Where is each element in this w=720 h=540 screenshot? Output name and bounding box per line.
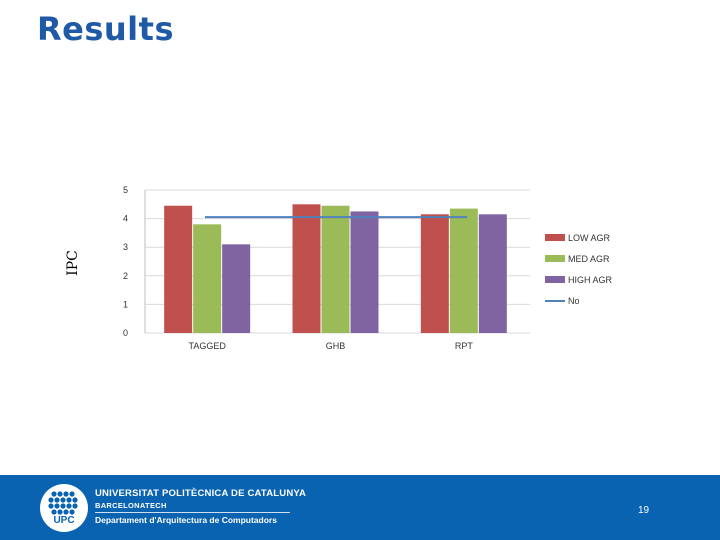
upc-logo: UPC — [40, 484, 88, 532]
y-tick-label: 2 — [123, 271, 128, 281]
y-tick-label: 3 — [123, 242, 128, 252]
upc-logo-text: UPC — [53, 515, 75, 526]
bar-med-agr-ghb — [321, 205, 350, 333]
legend-label: No — [568, 296, 580, 306]
slide-title: Results — [37, 10, 174, 48]
footer-bar: UPC UNIVERSITAT POLITÈCNICA DE CATALUNYA… — [0, 475, 720, 540]
legend-label: MED AGR — [568, 254, 610, 264]
university-name: UNIVERSITAT POLITÈCNICA DE CATALUNYA — [95, 488, 307, 499]
upc-logo-dots-icon — [48, 491, 78, 515]
page-number: 19 — [638, 505, 650, 516]
bar-high-agr-rpt — [478, 214, 507, 333]
x-category-label: RPT — [455, 341, 474, 351]
legend-swatch-med-agr — [545, 255, 565, 262]
x-category-label: GHB — [326, 341, 346, 351]
bar-low-agr-ghb — [292, 204, 321, 333]
bar-med-agr-tagged — [193, 224, 222, 333]
university-subtitle: BARCELONATECH — [95, 501, 167, 510]
legend-swatch-low-agr — [545, 234, 565, 241]
bar-high-agr-ghb — [350, 211, 379, 333]
y-tick-label: 0 — [123, 328, 128, 338]
department-name: Departament d'Arquitectura de Computador… — [95, 515, 277, 525]
legend-label: LOW AGR — [568, 233, 611, 243]
bar-med-agr-rpt — [449, 208, 478, 333]
x-category-label: TAGGED — [188, 341, 226, 351]
bar-high-agr-tagged — [222, 244, 251, 333]
bar-low-agr-rpt — [420, 214, 449, 333]
legend-swatch-high-agr — [545, 276, 565, 283]
bar-low-agr-tagged — [164, 205, 193, 333]
ipc-bar-chart: 0 1 2 3 4 5 TAGGED GHB RPT LOW AGR MED AGR HIGH AGR… — [123, 185, 613, 351]
y-tick-label: 4 — [123, 214, 128, 224]
footer-divider — [95, 512, 290, 513]
legend-label: HIGH AGR — [568, 275, 613, 285]
y-tick-label: 5 — [123, 185, 128, 195]
y-tick-label: 1 — [123, 299, 128, 309]
